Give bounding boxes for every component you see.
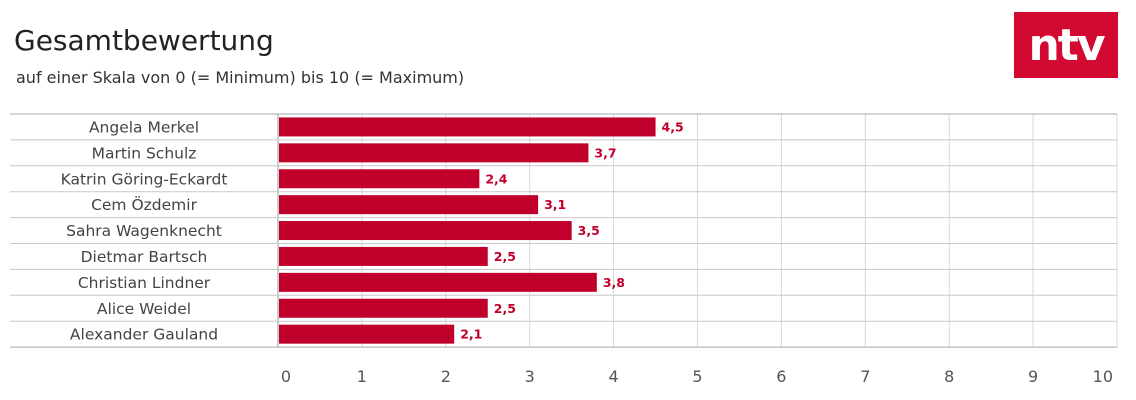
data-label: 3,5 — [578, 223, 600, 238]
x-tick-label: 0 — [281, 367, 291, 386]
x-tick-label: 9 — [1028, 367, 1038, 386]
x-tick-label: 2 — [441, 367, 451, 386]
bar — [279, 324, 455, 344]
category-labels: Angela Merkel Martin Schulz Katrin Göring-… — [61, 118, 228, 343]
data-label: 2,4 — [485, 171, 507, 186]
category-label: Christian Lindner — [78, 274, 211, 292]
bar — [279, 169, 480, 189]
ntv-logo: ntv — [1014, 12, 1118, 78]
bar — [279, 298, 488, 318]
data-label: 3,8 — [603, 275, 625, 290]
category-label: Martin Schulz — [92, 144, 197, 162]
data-label: 2,1 — [460, 327, 482, 342]
data-labels: 4,5 3,7 2,4 3,1 3,5 2,5 3,8 2,5 2,1 — [460, 119, 684, 341]
bar — [279, 221, 572, 241]
bars — [279, 117, 656, 344]
category-label: Sahra Wagenknecht — [66, 222, 222, 240]
x-tick-label: 1 — [357, 367, 367, 386]
data-label: 2,5 — [494, 249, 516, 264]
category-label: Alice Weidel — [97, 300, 191, 318]
row-lines — [10, 113, 1117, 348]
chart-subtitle: auf einer Skala von 0 (= Minimum) bis 10… — [16, 68, 465, 87]
bar — [279, 117, 656, 137]
category-label: Alexander Gauland — [70, 326, 218, 344]
bar — [279, 246, 488, 266]
data-label: 3,7 — [594, 145, 616, 160]
category-label: Dietmar Bartsch — [81, 248, 208, 266]
category-label: Katrin Göring-Eckardt — [61, 170, 228, 188]
category-label: Angela Merkel — [89, 118, 199, 136]
x-axis-ticks: 0 1 2 3 4 5 6 7 8 9 10 — [281, 367, 1113, 386]
bar — [279, 143, 589, 163]
bar — [279, 272, 597, 292]
x-tick-label: 7 — [860, 367, 870, 386]
bar — [279, 195, 539, 215]
x-tick-label: 5 — [692, 367, 702, 386]
x-tick-label: 3 — [525, 367, 535, 386]
x-tick-label: 8 — [944, 367, 954, 386]
data-label: 3,1 — [544, 197, 566, 212]
data-label: 2,5 — [494, 301, 516, 316]
category-label: Cem Özdemir — [91, 195, 198, 214]
chart-title: Gesamtbewertung — [14, 24, 274, 57]
x-tick-label: 6 — [776, 367, 786, 386]
svg-text:ntv: ntv — [1028, 20, 1105, 71]
x-tick-label: 4 — [609, 367, 619, 386]
x-tick-label: 10 — [1093, 367, 1113, 386]
data-label: 4,5 — [662, 119, 684, 134]
